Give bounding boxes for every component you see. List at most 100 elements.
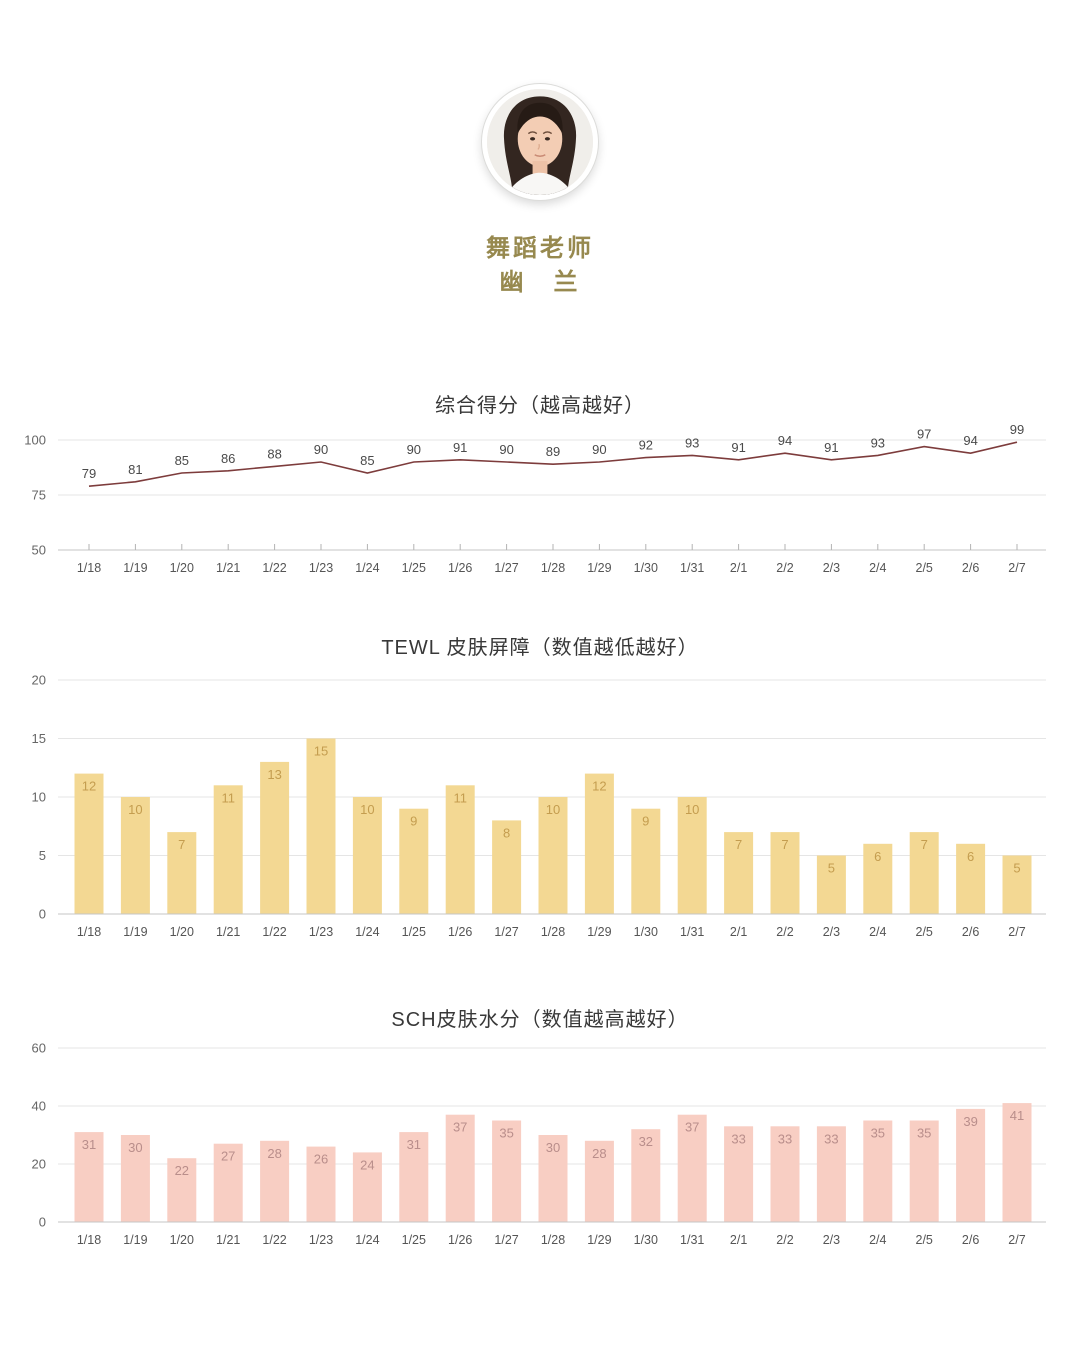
bar (213, 1143, 243, 1222)
x-axis-tick-label: 1/27 (494, 925, 518, 939)
tewl-chart-title: TEWL 皮肤屏障（数值越低越好） (381, 637, 699, 659)
bar (167, 1158, 197, 1222)
bar (492, 820, 522, 914)
x-axis-tick-label: 2/1 (730, 561, 747, 575)
bar (724, 832, 754, 914)
data-label: 90 (407, 442, 421, 457)
bar (306, 738, 336, 914)
bar-value-label: 41 (1010, 1108, 1024, 1123)
x-axis-tick-label: 1/29 (587, 561, 611, 575)
data-label: 93 (871, 435, 885, 450)
data-label: 85 (360, 453, 374, 468)
bar (74, 773, 104, 914)
x-axis-tick-label: 1/20 (170, 561, 194, 575)
bar (352, 797, 382, 914)
x-axis-tick-label: 2/3 (823, 925, 840, 939)
bar (399, 1132, 429, 1222)
x-axis-tick-label: 1/22 (262, 1233, 286, 1247)
bar-value-label: 5 (1013, 861, 1020, 876)
x-axis-tick-label: 1/31 (680, 561, 704, 575)
x-axis-tick-label: 1/19 (123, 561, 147, 575)
x-axis-tick-label: 1/24 (355, 1233, 379, 1247)
profile-avatar (482, 84, 598, 200)
x-axis-tick-label: 2/5 (916, 561, 933, 575)
bar-value-label: 24 (360, 1157, 374, 1172)
x-axis-tick-label: 1/24 (355, 925, 379, 939)
data-label: 90 (499, 442, 513, 457)
data-label: 90 (314, 442, 328, 457)
x-axis-tick-label: 2/3 (823, 561, 840, 575)
bar-value-label: 9 (642, 814, 649, 829)
bar-value-label: 33 (778, 1131, 792, 1146)
x-axis-tick-label: 2/2 (776, 1233, 793, 1247)
x-axis-tick-label: 1/28 (541, 1233, 565, 1247)
x-axis-tick-label: 2/6 (962, 1233, 979, 1247)
bar (909, 832, 939, 914)
data-label: 89 (546, 444, 560, 459)
profile-name: 幽 兰 (499, 269, 581, 296)
x-axis-tick-label: 2/4 (869, 1233, 886, 1247)
x-axis-tick-label: 1/31 (680, 925, 704, 939)
y-axis-tick-label: 0 (39, 1215, 46, 1230)
data-label: 97 (917, 427, 931, 442)
x-axis-tick-label: 2/3 (823, 1233, 840, 1247)
x-axis-tick-label: 1/26 (448, 561, 472, 575)
bar (260, 1140, 290, 1222)
y-axis-tick-label: 20 (32, 1157, 46, 1172)
x-axis-tick-label: 1/31 (680, 1233, 704, 1247)
x-axis-tick-label: 1/30 (634, 925, 658, 939)
bar (816, 1126, 846, 1222)
bar-value-label: 35 (917, 1126, 931, 1141)
x-axis-tick-label: 2/6 (962, 561, 979, 575)
bar (445, 1114, 475, 1222)
bar (352, 1152, 382, 1222)
bar-value-label: 26 (314, 1152, 328, 1167)
bar-value-label: 5 (828, 861, 835, 876)
x-axis-tick-label: 2/2 (776, 925, 793, 939)
y-axis-tick-label: 50 (32, 543, 46, 558)
x-axis-tick-label: 1/27 (494, 561, 518, 575)
data-label: 94 (778, 433, 792, 448)
bar-value-label: 37 (453, 1120, 467, 1135)
x-axis-tick-label: 2/4 (869, 561, 886, 575)
x-axis-tick-label: 1/23 (309, 925, 333, 939)
data-label: 90 (592, 442, 606, 457)
bar-value-label: 11 (453, 790, 467, 805)
bar-value-label: 6 (874, 849, 881, 864)
x-axis-tick-label: 1/28 (541, 925, 565, 939)
bar (74, 1132, 104, 1222)
x-axis-tick-label: 1/23 (309, 1233, 333, 1247)
bar (538, 1135, 568, 1222)
bar-value-label: 31 (82, 1137, 96, 1152)
sch-chart: 0 20 40 60 31 30 22 27 28 26 24 31 37 35 30 28 32 37 33 33 3… (32, 1041, 1046, 1247)
x-axis-tick-label: 1/21 (216, 561, 240, 575)
bar-value-label: 10 (685, 802, 699, 817)
bar (631, 808, 661, 914)
bar (538, 797, 568, 914)
x-axis-tick-label: 1/20 (170, 925, 194, 939)
bar-value-label: 22 (175, 1163, 189, 1178)
bar-value-label: 28 (267, 1146, 281, 1161)
data-label: 86 (221, 451, 235, 466)
bar-value-label: 28 (592, 1146, 606, 1161)
bar (260, 761, 290, 914)
data-label: 85 (175, 453, 189, 468)
x-axis-tick-label: 1/21 (216, 925, 240, 939)
y-axis-tick-label: 15 (32, 731, 46, 746)
data-label: 91 (453, 440, 467, 455)
x-axis-tick-label: 2/1 (730, 1233, 747, 1247)
bar-value-label: 7 (781, 837, 788, 852)
x-axis-tick-label: 2/1 (730, 925, 747, 939)
tewl-chart: 0 5 10 15 20 12 10 7 11 13 15 10 9 11 8 10 12 9 10 7 7 5 6 7 6 5 1… (32, 673, 1046, 939)
bar (677, 797, 707, 914)
bar-value-label: 12 (82, 779, 96, 794)
bar-value-label: 7 (921, 837, 928, 852)
data-label: 91 (731, 440, 745, 455)
bar (770, 1126, 800, 1222)
x-axis-tick-label: 1/22 (262, 925, 286, 939)
x-axis-tick-label: 1/24 (355, 561, 379, 575)
bar (677, 1114, 707, 1222)
bar-value-label: 7 (735, 837, 742, 852)
x-axis-tick-label: 1/25 (402, 561, 426, 575)
bar-value-label: 35 (499, 1126, 513, 1141)
